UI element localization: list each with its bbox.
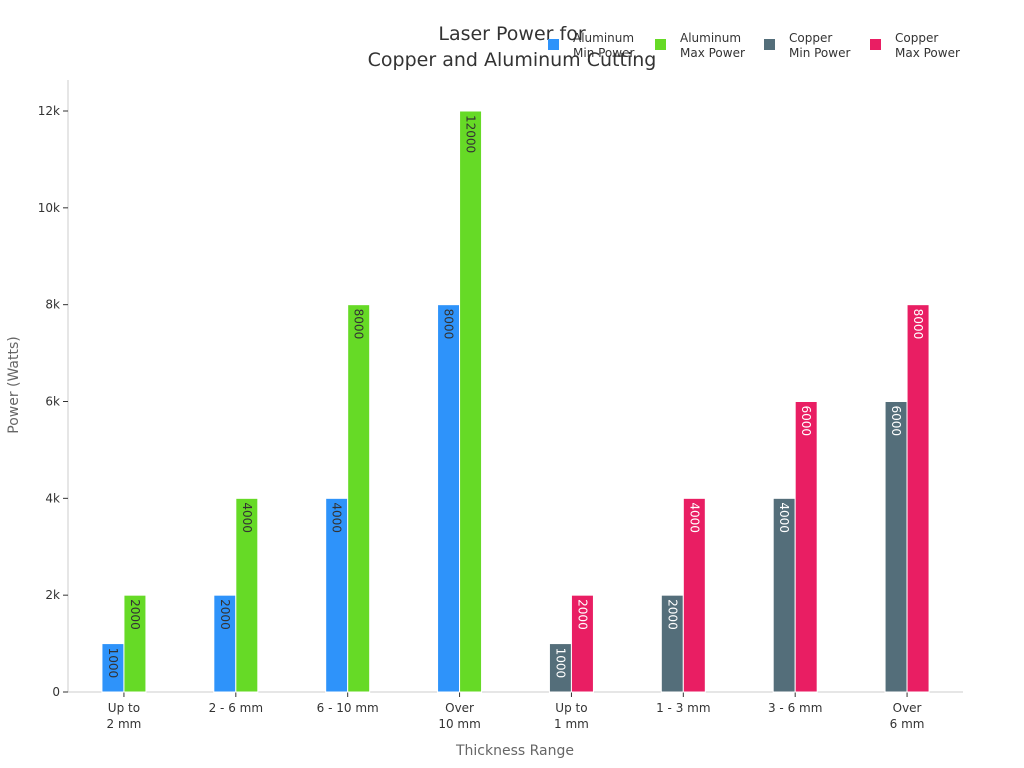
x-tick-label: 10 mm [438, 717, 480, 731]
legend-label: Copper [789, 31, 832, 45]
legend-label: Copper [895, 31, 938, 45]
data-label: 2000 [218, 599, 232, 630]
y-tick-label: 4k [45, 491, 60, 505]
data-label: 1000 [553, 648, 567, 679]
data-label: 4000 [330, 502, 344, 533]
y-axis-label: Power (Watts) [6, 336, 22, 434]
data-label: 4000 [240, 502, 254, 533]
data-label: 2000 [128, 599, 142, 630]
data-label: 1000 [106, 648, 120, 679]
x-tick-label: 2 mm [107, 717, 142, 731]
data-label: 2000 [665, 599, 679, 630]
data-label: 8000 [352, 309, 366, 340]
data-label: 8000 [442, 309, 456, 340]
y-tick-label: 10k [38, 201, 60, 215]
data-label: 4000 [777, 502, 791, 533]
bar [459, 110, 483, 693]
legend-label: Max Power [680, 46, 745, 60]
data-label: 4000 [687, 502, 701, 533]
legend-swatch [870, 39, 881, 50]
x-tick-label: 1 mm [554, 717, 589, 731]
chart-title-line-1: Laser Power for [438, 23, 585, 45]
bar [794, 401, 818, 693]
legend-label: Max Power [895, 46, 960, 60]
x-tick-label: Up to [108, 701, 140, 715]
data-label: 12000 [464, 115, 478, 153]
legend-label: Aluminum [680, 31, 741, 45]
x-axis: Up to 2 mm 2 - 6 mm 6 - 10 mm Over 10 mm Up to… [68, 691, 963, 731]
legend-label: Min Power [789, 46, 850, 60]
bar [235, 497, 259, 693]
legend-label: Min Power [573, 46, 634, 60]
y-tick-label: 12k [38, 104, 60, 118]
y-tick-label: 0 [52, 685, 60, 699]
chart-title-line-2: Copper and Aluminum Cutting [368, 49, 657, 71]
x-tick-label: Over [445, 701, 474, 715]
x-tick-label: Up to [555, 701, 587, 715]
bar [570, 594, 594, 693]
x-tick-label: 3 - 6 mm [768, 701, 822, 715]
y-tick-label: 8k [45, 298, 60, 312]
x-tick-label: 6 - 10 mm [317, 701, 379, 715]
data-label: 8000 [911, 309, 925, 340]
bar [347, 304, 371, 693]
y-tick-label: 6k [45, 395, 60, 409]
legend-label: Aluminum [573, 31, 634, 45]
data-label: 2000 [575, 599, 589, 630]
y-axis: 0 2k 4k 6k 8k 10k 12k [38, 80, 69, 699]
legend-swatch [548, 39, 559, 50]
x-tick-label: Over [893, 701, 922, 715]
legend-swatch [655, 39, 666, 50]
x-tick-label: 1 - 3 mm [656, 701, 710, 715]
bars [101, 110, 930, 693]
bar [437, 304, 461, 693]
x-tick-label: 6 mm [890, 717, 925, 731]
y-tick-label: 2k [45, 588, 60, 602]
bar [123, 594, 147, 693]
bar [682, 497, 706, 693]
legend-swatch [764, 39, 775, 50]
bar [884, 401, 908, 693]
x-tick-label: 2 - 6 mm [209, 701, 263, 715]
x-axis-label: Thickness Range [455, 743, 574, 759]
data-label: 6000 [799, 406, 813, 437]
bar [906, 304, 930, 693]
data-label: 6000 [889, 406, 903, 437]
data-labels: 1000 2000 2000 4000 4000 8000 8000 12000 1000 200… [106, 115, 925, 678]
